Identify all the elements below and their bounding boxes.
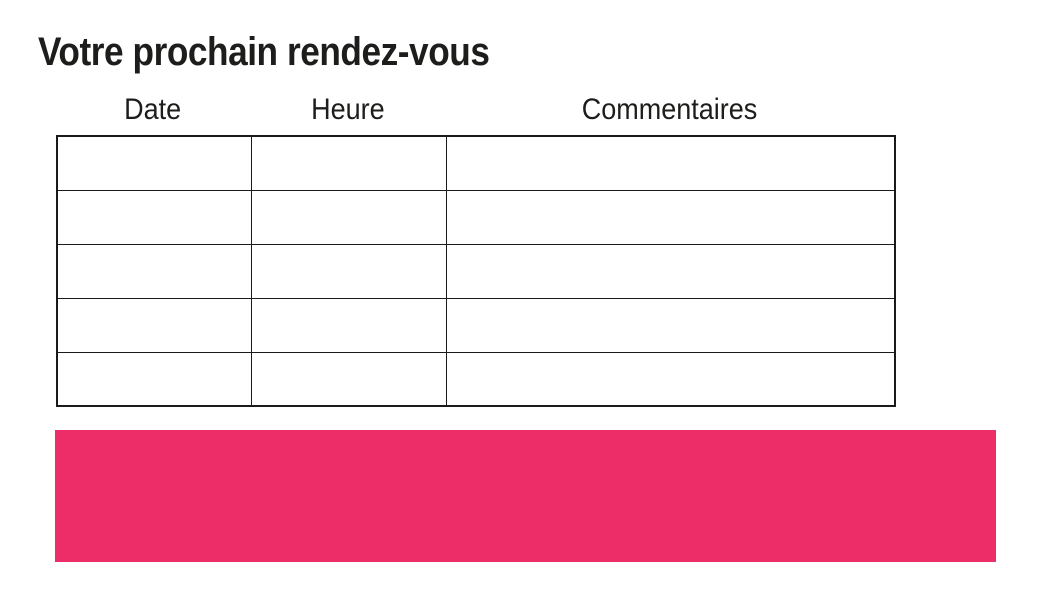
highlight-banner xyxy=(55,430,996,562)
table-cell xyxy=(56,297,252,353)
table-cell xyxy=(56,135,252,191)
table-cell xyxy=(250,243,447,299)
table-cell xyxy=(445,243,896,299)
column-header-commentaires-label: Commentaires xyxy=(581,93,758,126)
table-cell xyxy=(250,351,447,407)
table-row xyxy=(56,135,896,191)
table-cell xyxy=(445,135,896,191)
table-cell xyxy=(250,297,447,353)
column-header-date: Date xyxy=(56,92,250,128)
table-cell xyxy=(56,189,252,245)
table-row xyxy=(56,351,896,407)
table-cell xyxy=(56,243,252,299)
page-title: Votre prochain rendez-vous xyxy=(38,30,490,74)
table-cell xyxy=(445,189,896,245)
table-row xyxy=(56,189,896,245)
column-header-commentaires: Commentaires xyxy=(445,92,894,128)
appointments-table-body xyxy=(56,135,896,407)
table-column-headers: Date Heure Commentaires xyxy=(56,92,894,128)
table-row xyxy=(56,297,896,353)
table-row xyxy=(56,243,896,299)
column-header-date-label: Date xyxy=(124,93,182,126)
appointments-table xyxy=(56,135,896,407)
table-cell xyxy=(445,351,896,407)
table-cell xyxy=(445,297,896,353)
column-header-heure-label: Heure xyxy=(310,93,385,126)
table-cell xyxy=(56,351,252,407)
table-cell xyxy=(250,189,447,245)
column-header-heure: Heure xyxy=(250,92,445,128)
table-cell xyxy=(250,135,447,191)
